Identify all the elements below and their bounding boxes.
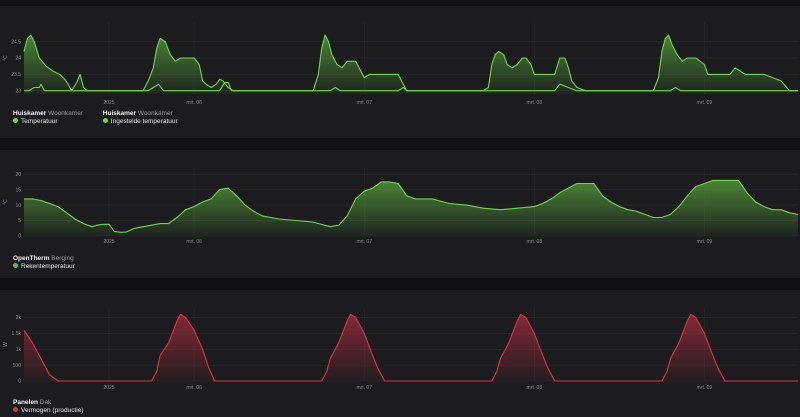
y-axis-unit: °C	[3, 55, 9, 61]
x-tick-label: mrt. 06	[186, 385, 202, 391]
temperature-chart-legend: Huiskamer Woonkamer Temperatuur Huiskame…	[13, 110, 196, 126]
legend-item-temperatuur[interactable]: Huiskamer Woonkamer Temperatuur	[13, 110, 83, 126]
x-tick-label: 2025	[103, 239, 114, 245]
series-area	[24, 35, 798, 94]
legend-item-rekentemperatuur[interactable]: OpenTherm Berging Rekentemperatuur	[13, 255, 75, 271]
y-tick-label: 20	[15, 172, 21, 178]
x-tick-label: mrt. 06	[186, 100, 202, 106]
legend-dot	[13, 406, 18, 412]
y-tick-label: 23.5	[11, 72, 21, 78]
x-tick-label: mrt. 09	[697, 385, 713, 391]
legend-dot	[102, 117, 108, 123]
x-tick-label: 2025	[103, 100, 114, 106]
x-tick-label: mrt. 07	[356, 385, 372, 391]
y-tick-label: 23	[15, 88, 21, 94]
y-axis-unit: °C	[3, 199, 9, 205]
y-tick-label: 1k	[16, 347, 22, 353]
y-tick-label: 1.5k	[12, 331, 22, 337]
legend-series-name: Ingestelde temperatuur	[110, 118, 178, 125]
series-line	[24, 179, 799, 233]
rekentemperatuur-chart-card: 0 5 10 15 20 2025 mrt. 06 mrt. 07 mrt. 08 mrt. 09…	[0, 150, 800, 278]
legend-series-name: Rekentemperatuur	[21, 263, 75, 270]
y-tick-label: 0	[18, 379, 21, 385]
y-tick-label: 0	[18, 234, 21, 240]
x-tick-label: mrt. 07	[356, 239, 372, 245]
legend-item-ingestelde-temperatuur[interactable]: Huiskamer Woonkamer Ingestelde temperatu…	[102, 110, 178, 126]
rekentemperatuur-chart[interactable]: 0 5 10 15 20 2025 mrt. 06 mrt. 07 mrt. 08 mrt. 09…	[0, 150, 800, 278]
y-tick-label: 500	[13, 363, 22, 369]
series-area	[24, 314, 798, 381]
legend-entity-name: OpenTherm	[13, 255, 50, 262]
y-tick-label: 10	[15, 203, 21, 209]
x-tick-label: mrt. 06	[186, 239, 202, 245]
x-tick-label: mrt. 08	[527, 385, 543, 391]
x-tick-label: mrt. 08	[527, 100, 543, 106]
legend-entity-area: Berging	[51, 255, 74, 262]
vermogen-chart-legend: Panelen Dak Vermogen (productie)	[13, 399, 102, 415]
legend-dot	[13, 262, 18, 268]
legend-series-name: Temperatuur	[21, 118, 58, 125]
y-tick-label: 24.5	[11, 39, 21, 45]
legend-dot	[13, 117, 18, 123]
series-line	[24, 81, 798, 92]
rekentemperatuur-chart-legend: OpenTherm Berging Rekentemperatuur	[13, 255, 93, 271]
legend-entity-name: Huiskamer	[102, 110, 137, 117]
x-tick-label: 2025	[103, 385, 114, 391]
legend-item-vermogen[interactable]: Panelen Dak Vermogen (productie)	[13, 399, 84, 415]
vermogen-chart[interactable]: 0 500 1k 1.5k 2k 2025 mrt. 06 mrt. 07 mrt. 08 mrt…	[0, 290, 800, 417]
legend-entity-area: Woonkamer	[137, 110, 173, 117]
y-tick-label: 15	[15, 187, 21, 193]
vermogen-chart-card: 0 500 1k 1.5k 2k 2025 mrt. 06 mrt. 07 mrt. 08 mrt…	[0, 290, 800, 417]
temperature-chart[interactable]: 23 23.5 24 24.5 2025 mrt. 06 mrt. 07 mrt. 08 mrt…	[0, 6, 800, 138]
legend-entity-name: Panelen	[13, 399, 38, 406]
y-tick-label: 2k	[16, 315, 22, 321]
temperature-chart-card: 23 23.5 24 24.5 2025 mrt. 06 mrt. 07 mrt. 08 mrt…	[0, 6, 800, 138]
x-tick-label: mrt. 09	[697, 239, 713, 245]
legend-entity-area: Woonkamer	[48, 110, 83, 117]
legend-entity-area: Dak	[39, 399, 52, 406]
y-tick-label: 5	[18, 218, 21, 224]
y-axis-unit: W	[3, 342, 9, 347]
x-tick-label: mrt. 07	[356, 100, 372, 106]
y-tick-label: 24	[15, 56, 21, 62]
x-tick-label: mrt. 08	[527, 239, 543, 245]
legend-series-name: Vermogen (productie)	[21, 407, 84, 414]
x-tick-label: mrt. 09	[697, 100, 713, 106]
series-area	[24, 180, 798, 236]
legend-entity-name: Huiskamer	[13, 110, 47, 117]
series-line	[23, 313, 798, 382]
